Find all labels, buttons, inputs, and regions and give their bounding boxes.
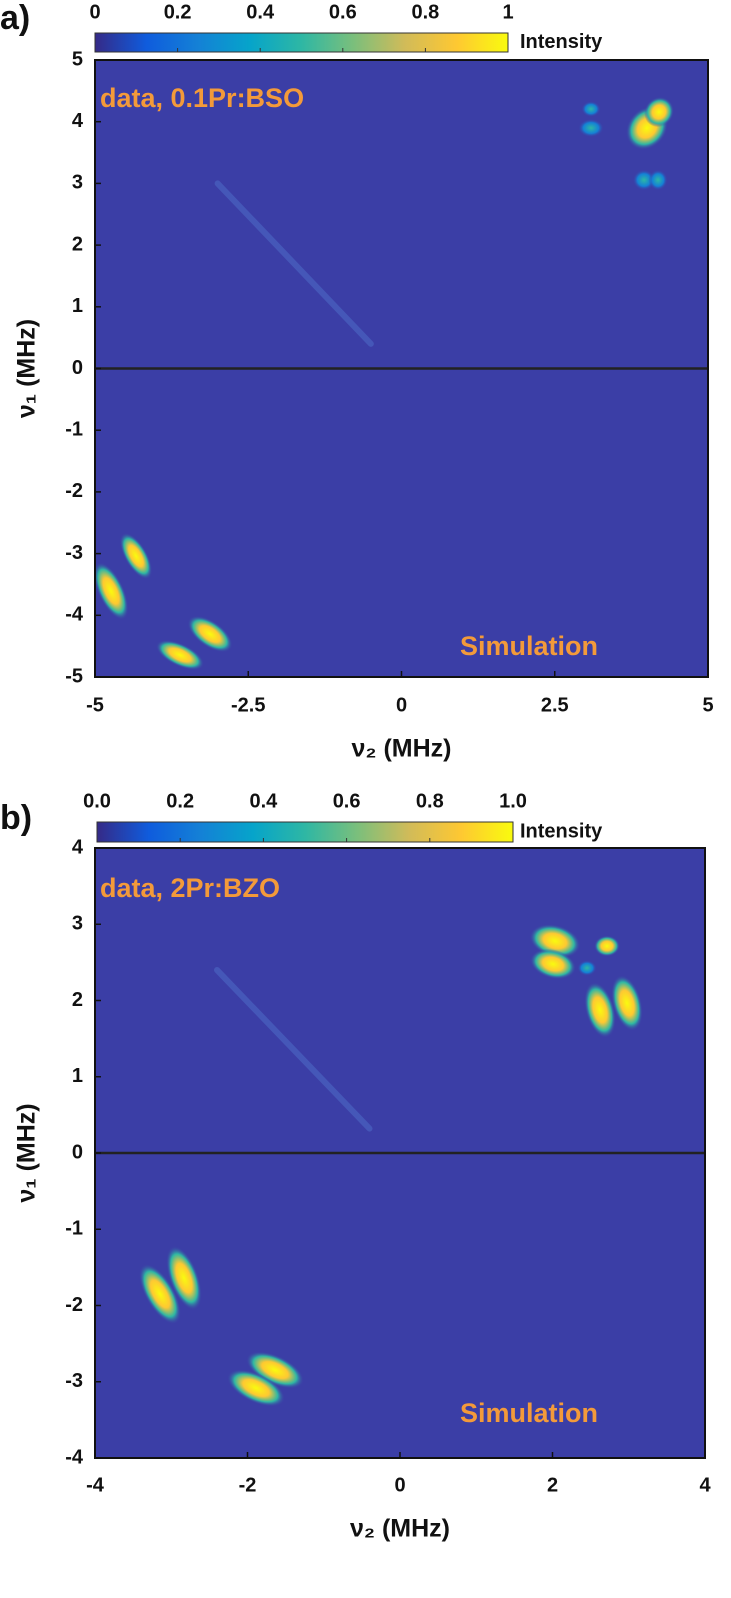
x-tick-label: -2 <box>239 1474 257 1496</box>
x-tick-label: 0 <box>394 1474 405 1496</box>
y-tick-label: -3 <box>65 542 83 564</box>
spectral-feature <box>611 975 643 1031</box>
spectral-feature <box>594 935 620 957</box>
colorbar-tick-label: 0.4 <box>249 790 278 812</box>
colorbar-tick-label: 1 <box>502 1 513 23</box>
x-tick-label: 0 <box>396 694 407 716</box>
y-tick-label: 3 <box>72 172 83 194</box>
colorbar-tick-label: 0.0 <box>83 790 111 812</box>
spectral-feature <box>578 118 604 138</box>
y-tick-label: -4 <box>65 1446 84 1468</box>
colorbar-tick-label: 0.4 <box>246 1 275 23</box>
x-tick-label: 2 <box>547 1474 558 1496</box>
spectral-feature <box>584 982 616 1038</box>
y-tick-label: 5 <box>72 48 83 70</box>
spectral-feature <box>581 101 601 117</box>
spectral-feature <box>648 169 668 191</box>
y-tick-label: -5 <box>65 665 83 687</box>
colorbar-tick-label: 0.6 <box>333 790 361 812</box>
y-tick-label: -4 <box>65 604 84 626</box>
y-tick-label: 4 <box>72 110 84 132</box>
colorbar-tick-label: 1.0 <box>499 790 527 812</box>
annotation: data, 2Pr:BZO <box>100 873 280 903</box>
y-tick-label: 0 <box>72 1141 83 1163</box>
y-tick-label: -3 <box>65 1370 83 1392</box>
spectral-feature <box>166 1245 202 1311</box>
x-tick-label: -4 <box>86 1474 105 1496</box>
heatmap <box>138 924 643 1407</box>
y-axis-label: ν₁ (MHz) <box>13 1103 41 1202</box>
y-tick-label: 2 <box>72 989 83 1011</box>
spectral-feature <box>577 960 597 976</box>
y-tick-label: -2 <box>65 1294 83 1316</box>
colorbar-label: Intensity <box>520 31 603 53</box>
y-tick-label: -1 <box>65 418 83 440</box>
x-tick-label: 2.5 <box>541 694 569 716</box>
y-tick-label: 0 <box>72 357 83 379</box>
annotation: Simulation <box>460 1398 598 1428</box>
x-axis-label: ν₂ (MHz) <box>352 735 452 763</box>
spectral-feature <box>138 1263 182 1325</box>
heatmap <box>95 96 674 670</box>
diagonal-feature <box>214 180 374 347</box>
colorbar-tick-label: 0 <box>89 1 100 23</box>
diagonal-feature <box>214 967 373 1132</box>
x-tick-label: -2.5 <box>231 694 265 716</box>
y-tick-label: -1 <box>65 1218 83 1240</box>
x-tick-label: 5 <box>702 694 713 716</box>
y-tick-label: 3 <box>72 913 83 935</box>
spectral-feature <box>95 562 129 620</box>
spectral-feature <box>644 96 674 128</box>
y-tick-label: 2 <box>72 233 83 255</box>
x-axis-label: ν₂ (MHz) <box>350 1515 450 1543</box>
spectral-feature <box>632 169 656 191</box>
colorbar-tick-label: 0.8 <box>411 1 439 23</box>
y-axis-label: ν₁ (MHz) <box>13 319 41 418</box>
spectral-feature <box>155 640 205 670</box>
colorbar-tick-label: 0.2 <box>166 790 194 812</box>
panel-label: b) <box>0 799 32 837</box>
y-tick-label: 1 <box>72 295 83 317</box>
spectral-feature <box>530 948 576 980</box>
y-tick-label: 4 <box>72 836 84 858</box>
y-tick-label: -2 <box>65 480 83 502</box>
spectral-feature <box>227 1369 285 1407</box>
spectral-feature <box>119 532 153 580</box>
panel-label: a) <box>0 0 30 37</box>
x-tick-label: -5 <box>86 694 104 716</box>
colorbar-label: Intensity <box>520 820 603 842</box>
colorbar-tick-label: 0.6 <box>329 1 357 23</box>
y-tick-label: 1 <box>72 1065 83 1087</box>
annotation: Simulation <box>460 631 598 661</box>
x-tick-label: 4 <box>699 1474 711 1496</box>
colorbar-tick-label: 0.8 <box>416 790 444 812</box>
spectral-feature <box>246 1351 304 1389</box>
colorbar <box>96 821 514 843</box>
spectral-feature <box>187 615 233 653</box>
colorbar <box>94 32 509 53</box>
colorbar-tick-label: 0.2 <box>164 1 192 23</box>
annotation: data, 0.1Pr:BSO <box>100 83 304 113</box>
